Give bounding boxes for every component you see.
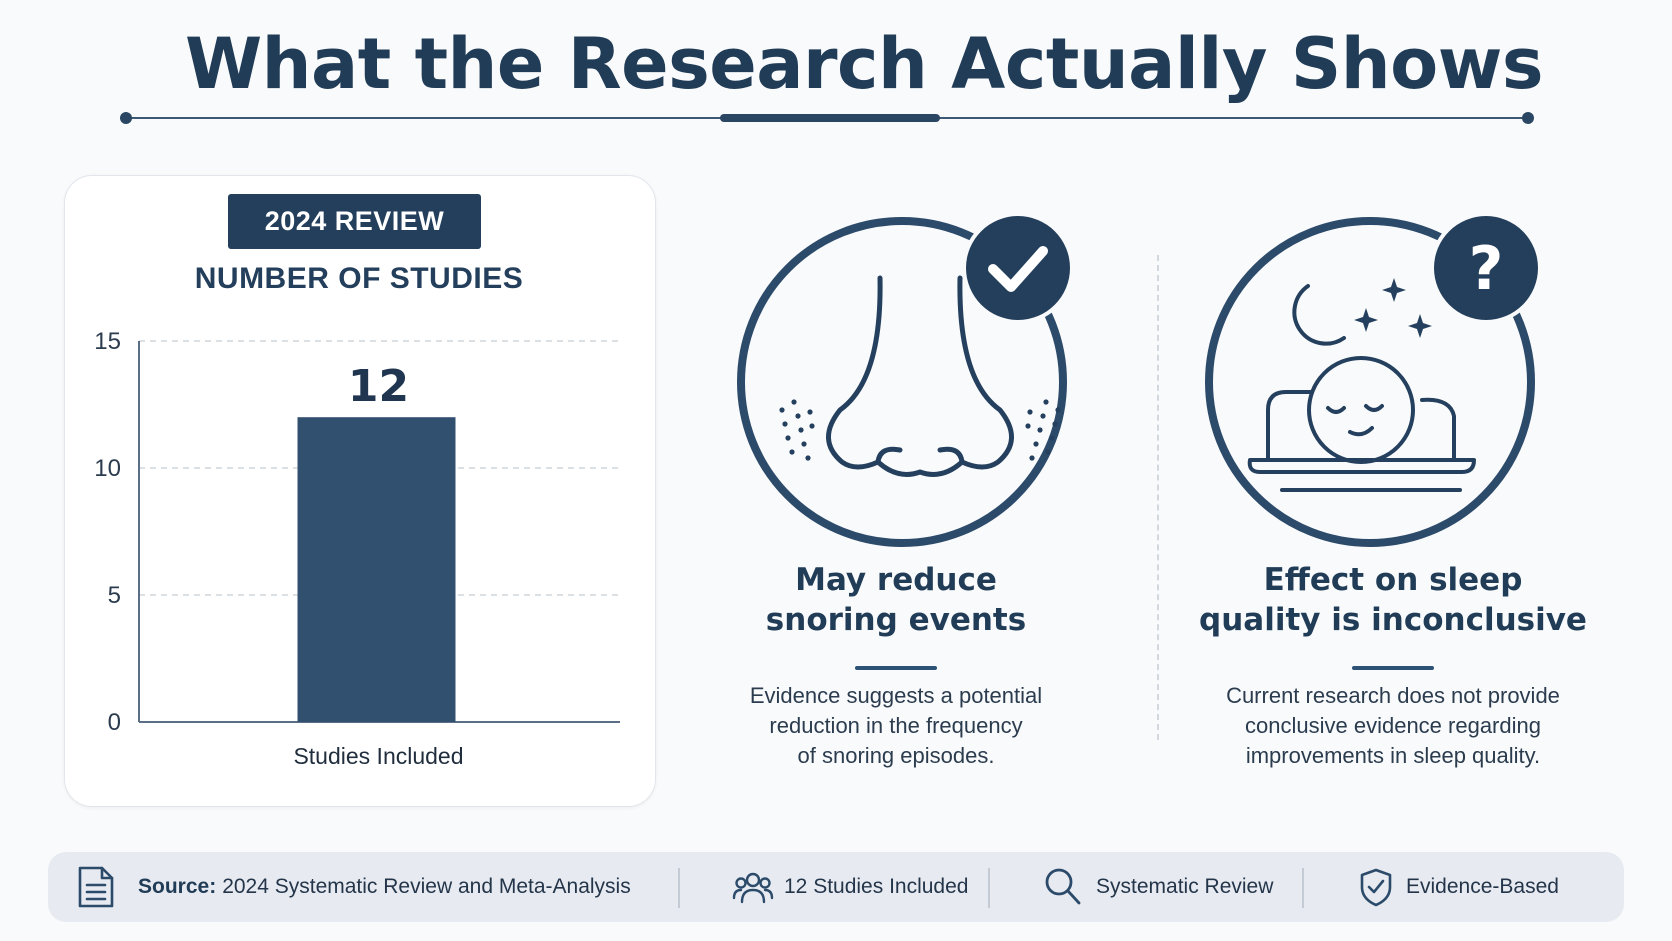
- footer-source: Source: 2024 Systematic Review and Meta-…: [76, 852, 631, 922]
- finding-divider: [1352, 666, 1434, 670]
- footer-studies: 12 Studies Included: [732, 852, 968, 922]
- column-divider: [1157, 255, 1159, 740]
- source-footer: Source: 2024 Systematic Review and Meta-…: [48, 852, 1624, 922]
- finding-title-snoring: May reduce snoring events: [765, 562, 1027, 638]
- finding-sleep: ?: [1198, 210, 1558, 560]
- source-label: Source:: [138, 875, 217, 898]
- footer-separator: [988, 868, 990, 908]
- finding-desc-sleep: Current research does not provide conclu…: [1226, 683, 1560, 768]
- studies-count: 12 Studies Included: [784, 875, 969, 898]
- finding-nose: [730, 210, 1090, 560]
- document-icon: [78, 866, 114, 908]
- finding-title-sleep: Effect on sleep quality is inconclusive: [1199, 562, 1587, 638]
- search-icon: [1045, 868, 1081, 905]
- footer-method: Systematic Review: [1044, 852, 1273, 922]
- chart-subtitle: NUMBER OF STUDIES: [194, 262, 524, 295]
- footer-separator: [1302, 868, 1304, 908]
- evidence-text: Evidence-Based: [1406, 875, 1559, 898]
- shield-check-icon: [1360, 868, 1392, 907]
- footer-evidence: Evidence-Based: [1358, 852, 1559, 922]
- svg-text:?: ?: [1469, 234, 1504, 304]
- question-icon: ?: [1434, 216, 1538, 320]
- people-icon: [732, 872, 774, 904]
- source-text: 2024 Systematic Review and Meta-Analysis: [222, 875, 631, 898]
- finding-divider: [855, 666, 937, 670]
- method-text: Systematic Review: [1096, 875, 1274, 898]
- check-icon: [966, 216, 1070, 320]
- finding-desc-snoring: Evidence suggests a potential reduction …: [749, 683, 1043, 768]
- footer-separator: [678, 868, 680, 908]
- title-divider: [120, 112, 1534, 124]
- review-badge: 2024 REVIEW: [228, 194, 481, 249]
- page-title: What the Research Actually Shows: [184, 23, 1544, 105]
